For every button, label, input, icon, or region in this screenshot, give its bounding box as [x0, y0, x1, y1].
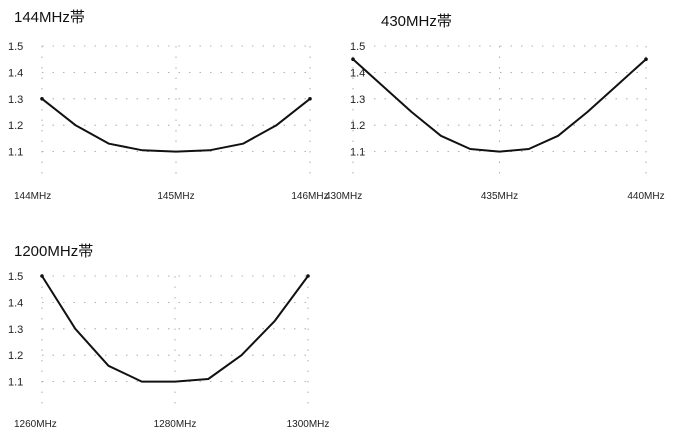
- y-tick-label: 1.1: [8, 377, 23, 389]
- chart-title: 1200MHz帯: [14, 243, 93, 260]
- data-point: [644, 57, 648, 61]
- y-tick-label: 1.5: [350, 41, 365, 53]
- y-tick-label: 1.1: [350, 147, 365, 159]
- chart-title: 144MHz帯: [14, 9, 85, 26]
- y-tick-label: 1.2: [8, 350, 23, 362]
- x-tick-label: 146MHz: [291, 191, 328, 202]
- data-point: [351, 57, 355, 61]
- chart-panel-3: 1200MHz帯 1.1 1.2 1.3 1.4 1.5 1260MHz 1280MHz 130…: [8, 243, 329, 430]
- y-tick-label: 1.4: [8, 297, 23, 309]
- data-point: [40, 97, 44, 101]
- series-line: [41, 98, 311, 153]
- chart-panel-2: 430MHz帯 1.1 1.2 1.3 1.4 1.5 430MHz 435MHz 440MHz: [325, 13, 665, 202]
- series-line: [352, 58, 647, 153]
- x-tick-label: 1280MHz: [154, 419, 197, 430]
- x-tick-label: 435MHz: [481, 191, 518, 202]
- y-tick-label: 1.4: [350, 67, 365, 79]
- y-tick-label: 1.5: [8, 41, 23, 53]
- chart-title: 430MHz帯: [381, 13, 452, 30]
- data-point: [308, 97, 312, 101]
- data-point: [40, 274, 44, 278]
- data-point: [306, 274, 310, 278]
- y-tick-label: 1.2: [8, 120, 23, 132]
- y-tick-label: 1.2: [350, 120, 365, 132]
- y-tick-label: 1.5: [8, 271, 23, 283]
- y-tick-label: 1.3: [8, 324, 23, 336]
- x-tick-label: 145MHz: [157, 191, 194, 202]
- x-tick-label: 144MHz: [14, 191, 51, 202]
- y-tick-label: 1.1: [8, 147, 23, 159]
- y-tick-label: 1.3: [8, 94, 23, 106]
- chart-panel-1: 144MHz帯 1.1 1.2 1.3 1.4 1.5 144MHz 145MHz 146MHz: [8, 9, 329, 202]
- x-tick-label: 1300MHz: [287, 419, 330, 430]
- y-tick-label: 1.4: [8, 67, 23, 79]
- x-tick-label: 430MHz: [325, 191, 362, 202]
- x-tick-label: 1260MHz: [14, 419, 57, 430]
- series-line: [41, 275, 309, 383]
- x-tick-label: 440MHz: [627, 191, 664, 202]
- y-tick-label: 1.3: [350, 94, 365, 106]
